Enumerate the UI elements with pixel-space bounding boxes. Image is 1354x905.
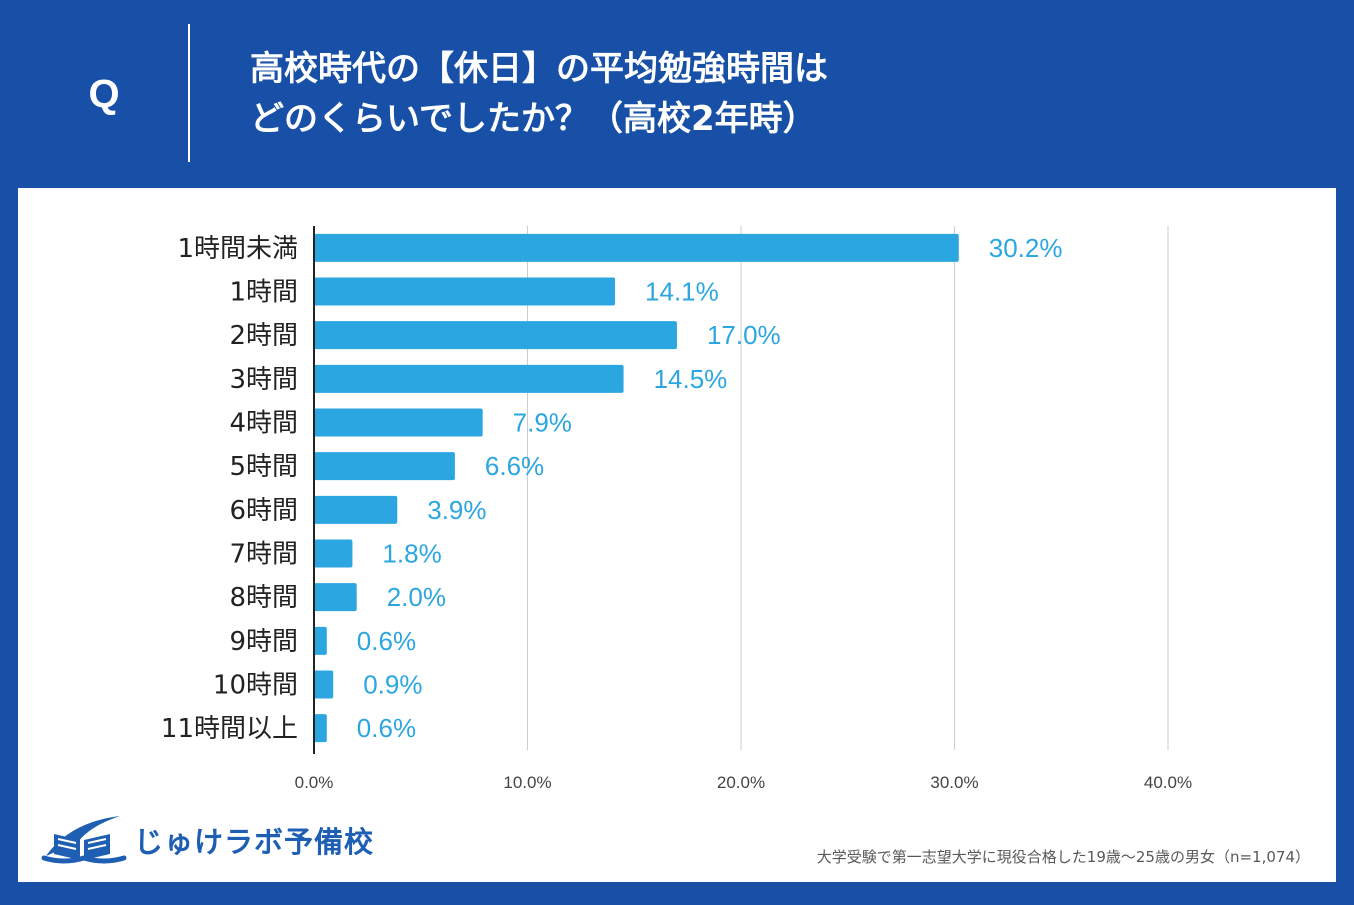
data-label: 30.2% bbox=[989, 233, 1063, 263]
question-title-line-1: 高校時代の【休日】の平均勉強時間は bbox=[250, 49, 828, 89]
question-title: 高校時代の【休日】の平均勉強時間は どのくらいでしたか？（高校2年時） bbox=[250, 44, 1310, 144]
bar-chart: 0.0% 10.0% 20.0% 30.0% 40.0% 1時間未満 30.2% 1時間 14.… bbox=[161, 226, 1192, 792]
data-label: 1.8% bbox=[382, 539, 441, 569]
x-tick-label: 30.0% bbox=[930, 773, 978, 792]
data-label: 0.6% bbox=[357, 713, 416, 743]
bar bbox=[314, 583, 357, 612]
category-label: 6時間 bbox=[229, 496, 298, 526]
header-divider bbox=[188, 24, 190, 162]
bar bbox=[314, 539, 353, 568]
data-label: 3.9% bbox=[427, 495, 486, 525]
category-label: 3時間 bbox=[229, 365, 298, 395]
category-label: 5時間 bbox=[229, 452, 298, 482]
bar bbox=[314, 408, 483, 437]
data-label: 6.6% bbox=[485, 451, 544, 481]
bar bbox=[314, 233, 959, 262]
category-label: 8時間 bbox=[229, 583, 298, 613]
category-label: 4時間 bbox=[229, 409, 298, 439]
bar bbox=[314, 452, 455, 481]
bar bbox=[314, 670, 334, 699]
logo: じゅけラボ予備校 bbox=[40, 812, 374, 868]
bar bbox=[314, 495, 398, 524]
category-label: 9時間 bbox=[229, 627, 298, 657]
data-label: 14.1% bbox=[645, 277, 719, 307]
category-label: 10時間 bbox=[213, 671, 298, 701]
data-label: 17.0% bbox=[707, 320, 781, 350]
x-tick-label: 40.0% bbox=[1144, 773, 1192, 792]
footnote: 大学受験で第一志望大学に現役合格した19歳〜25歳の男女（n=1,074） bbox=[816, 848, 1310, 866]
question-label: Q bbox=[88, 72, 120, 116]
chart-panel: 0.0% 10.0% 20.0% 30.0% 40.0% 1時間未満 30.2% 1時間 14.… bbox=[18, 188, 1336, 882]
bar bbox=[314, 321, 677, 350]
question-title-line-2: どのくらいでしたか？（高校2年時） bbox=[250, 99, 817, 139]
bar bbox=[314, 364, 624, 393]
data-label: 0.9% bbox=[363, 670, 422, 700]
bar bbox=[314, 714, 327, 743]
data-label: 2.0% bbox=[387, 582, 446, 612]
x-tick-label: 10.0% bbox=[503, 773, 551, 792]
category-label: 7時間 bbox=[229, 540, 298, 570]
bar bbox=[314, 277, 616, 306]
category-label: 1時間未満 bbox=[177, 234, 298, 264]
data-label: 7.9% bbox=[513, 408, 572, 438]
data-label: 0.6% bbox=[357, 626, 416, 656]
category-label: 2時間 bbox=[229, 321, 298, 351]
bar bbox=[314, 626, 327, 655]
category-label: 11時間以上 bbox=[161, 714, 298, 744]
book-icon bbox=[41, 816, 127, 864]
x-tick-label: 0.0% bbox=[295, 773, 334, 792]
logo-text: じゅけラボ予備校 bbox=[134, 825, 375, 859]
x-tick-label: 20.0% bbox=[717, 773, 765, 792]
category-label: 1時間 bbox=[229, 278, 298, 308]
data-label: 14.5% bbox=[654, 364, 728, 394]
